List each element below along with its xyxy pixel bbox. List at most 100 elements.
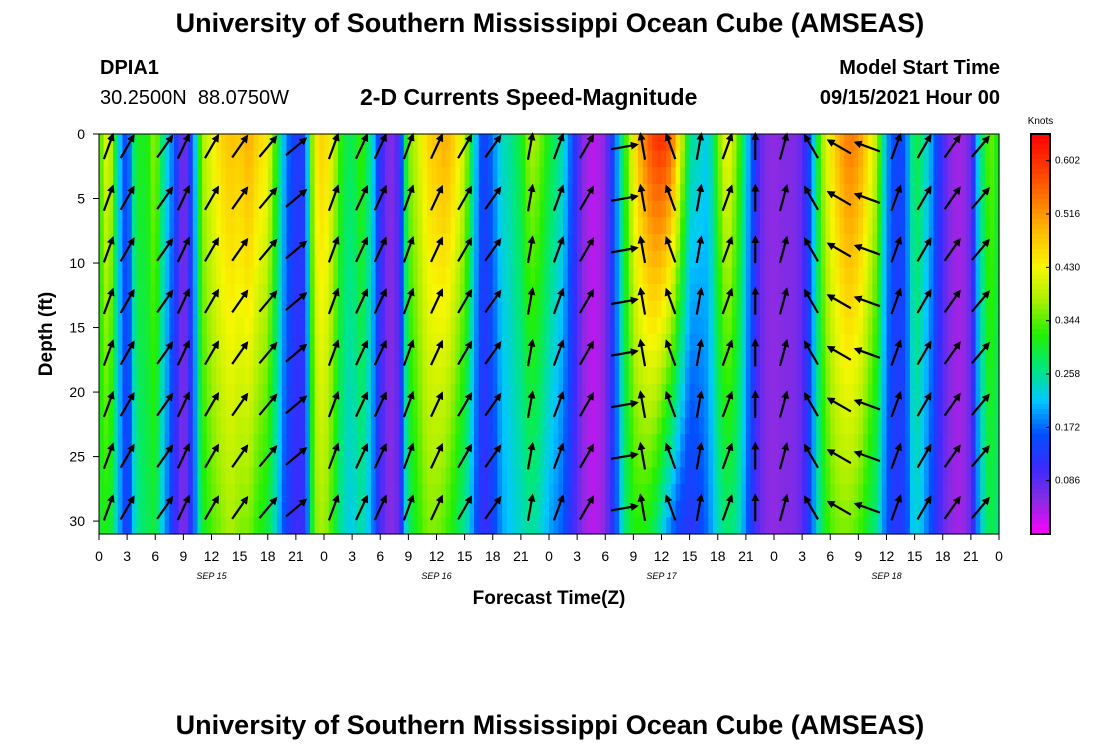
current-arrow (971, 187, 990, 210)
heatmap-cell (675, 134, 681, 152)
heatmap-cell (591, 200, 597, 218)
heatmap-cell (783, 217, 789, 235)
heatmap-cell (455, 367, 461, 385)
heatmap-cell (834, 384, 841, 402)
y-tick-label: 20 (69, 384, 85, 400)
heatmap-cell (99, 134, 105, 152)
heatmap-cell (244, 467, 250, 485)
heatmap-cell (206, 250, 213, 268)
heatmap-cell (220, 200, 227, 218)
heatmap-cell (389, 367, 395, 385)
heatmap-cell (492, 384, 499, 402)
heatmap-cell (281, 250, 288, 268)
heatmap-cell (108, 450, 114, 468)
heatmap-cell (141, 317, 147, 335)
heatmap-cell (211, 467, 217, 485)
heatmap-cell (966, 450, 972, 468)
heatmap-cell (783, 450, 789, 468)
heatmap-cell (656, 350, 663, 368)
heatmap-cell (267, 317, 274, 335)
heatmap-cell (792, 384, 799, 402)
heatmap-cell (445, 450, 452, 468)
heatmap-cell (103, 317, 109, 335)
heatmap-cell (595, 517, 602, 535)
current-arrow (664, 287, 677, 315)
heatmap-cell (750, 517, 756, 535)
heatmap-cell (614, 417, 620, 435)
heatmap-cell (825, 284, 831, 302)
current-arrow (119, 237, 135, 262)
heatmap-cell (928, 417, 934, 435)
heatmap-cell (234, 167, 241, 185)
heatmap-cell (483, 367, 489, 385)
heatmap-cell (708, 167, 714, 185)
heatmap-cell (853, 184, 859, 202)
heatmap-cell (638, 484, 644, 502)
heatmap-cell (488, 317, 494, 335)
heatmap-cell (727, 450, 733, 468)
x-tick-label: 12 (429, 548, 445, 564)
heatmap-cell (197, 134, 203, 152)
current-arrow (611, 296, 639, 306)
heatmap-cell (975, 417, 981, 435)
heatmap-cell (333, 200, 339, 218)
current-arrow (916, 495, 932, 521)
heatmap-cell (633, 134, 639, 152)
heatmap-cell (502, 384, 508, 402)
heatmap-cell (272, 150, 278, 168)
heatmap-cell (713, 300, 719, 318)
heatmap-cell (624, 250, 630, 268)
heatmap-cell (117, 434, 124, 452)
heatmap-cell (127, 350, 133, 368)
heatmap-cell (202, 350, 208, 368)
heatmap-cell (989, 150, 995, 168)
heatmap-cell (117, 384, 124, 402)
heatmap-cell (225, 417, 231, 435)
heatmap-cell (131, 384, 138, 402)
heatmap-cell (305, 417, 311, 435)
heatmap-cell (750, 134, 756, 152)
heatmap-cell (263, 134, 269, 152)
heatmap-cell (216, 417, 222, 435)
heatmap-cell (797, 484, 803, 502)
heatmap-cell (122, 317, 128, 335)
heatmap-cell (389, 350, 395, 368)
heatmap-cell (389, 417, 395, 435)
heatmap-cell (319, 300, 325, 318)
heatmap-cell (356, 367, 363, 385)
heatmap-cell (647, 250, 653, 268)
heatmap-cell (849, 484, 855, 502)
heatmap-cell (727, 300, 733, 318)
heatmap-cell (506, 150, 513, 168)
heatmap-cell (624, 184, 630, 202)
heatmap-cell (117, 500, 124, 518)
heatmap-cell (117, 417, 124, 435)
heatmap-cell (914, 150, 920, 168)
current-arrow (484, 134, 502, 159)
x-tick-label: 15 (232, 548, 248, 564)
heatmap-cell (806, 467, 813, 485)
heatmap-cell (366, 367, 372, 385)
heatmap-cell (516, 400, 522, 418)
heatmap-cell (924, 484, 930, 502)
heatmap-cell (338, 350, 344, 368)
heatmap-cell (225, 517, 231, 535)
heatmap-cell (272, 350, 278, 368)
heatmap-cell (413, 467, 419, 485)
heatmap-cell (211, 267, 217, 285)
heatmap-cell (192, 500, 199, 518)
heatmap-cell (324, 134, 330, 152)
heatmap-cell (319, 500, 325, 518)
heatmap-cell (117, 350, 124, 368)
heatmap-cell (413, 367, 419, 385)
heatmap-cell (600, 484, 606, 502)
heatmap-cell (844, 184, 850, 202)
heatmap-cell (534, 500, 541, 518)
heatmap-cell (933, 167, 939, 185)
heatmap-cell (731, 417, 738, 435)
heatmap-cell (450, 400, 456, 418)
heatmap-cell (900, 417, 906, 435)
heatmap-cell (764, 434, 770, 452)
heatmap-cell (502, 217, 508, 235)
heatmap-cell (474, 150, 480, 168)
